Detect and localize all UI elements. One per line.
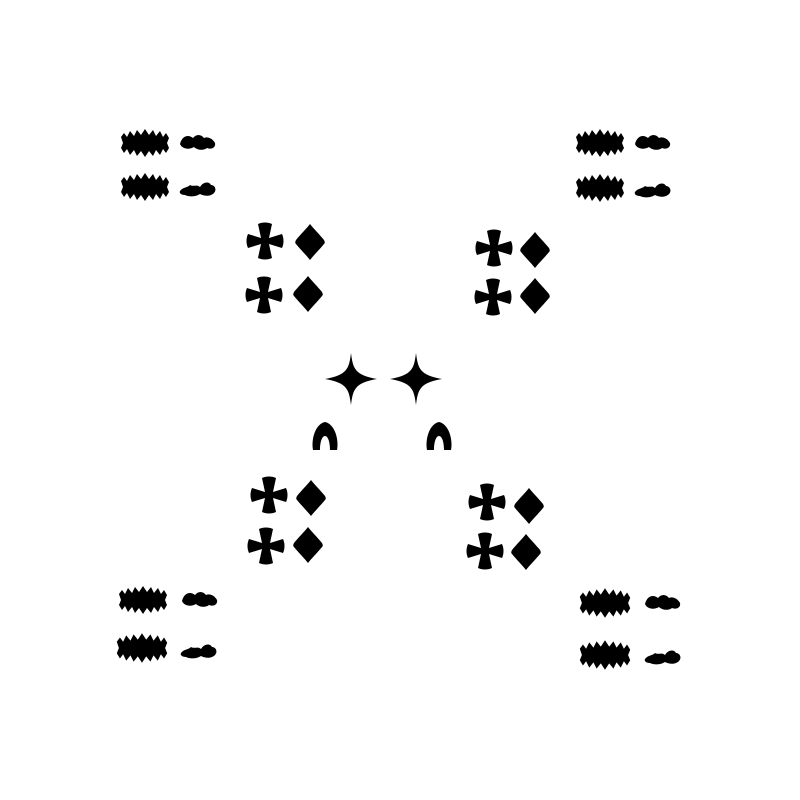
spiky-blob-icon <box>121 173 169 201</box>
wavy-blob-icon <box>634 183 671 198</box>
four-point-star-icon <box>325 353 377 405</box>
diamond-icon <box>520 232 550 268</box>
wavy-blob-icon <box>179 182 216 197</box>
spiky-blob-icon <box>579 640 631 670</box>
cross-flower-icon <box>468 483 506 521</box>
diamond-icon <box>296 480 326 516</box>
diamond-icon <box>511 534 541 570</box>
diamond-icon <box>520 278 550 314</box>
wavy-blob-icon <box>182 592 218 607</box>
spiky-blob-icon <box>579 588 631 618</box>
diamond-icon <box>514 488 544 524</box>
arch-icon <box>312 422 338 450</box>
wavy-blob-icon <box>644 650 681 665</box>
spiky-blob-icon <box>116 633 168 663</box>
wavy-blob-icon <box>180 644 217 659</box>
four-point-star-icon <box>390 353 442 405</box>
cross-flower-icon <box>246 222 284 260</box>
spiky-blob-icon <box>121 129 169 157</box>
cross-flower-icon <box>245 276 283 314</box>
spiky-blob-icon <box>576 129 624 157</box>
spiky-blob-icon <box>576 174 624 202</box>
cross-flower-icon <box>247 527 285 565</box>
cross-flower-icon <box>250 476 288 514</box>
cross-flower-icon <box>474 278 512 316</box>
diamond-icon <box>295 224 325 260</box>
cross-flower-icon <box>475 229 513 267</box>
arch-icon <box>426 422 452 450</box>
wavy-blob-icon <box>635 135 671 150</box>
cross-flower-icon <box>466 532 504 570</box>
diamond-icon <box>293 276 323 312</box>
wavy-blob-icon <box>645 595 681 610</box>
diamond-icon <box>293 527 323 563</box>
wavy-blob-icon <box>180 135 216 150</box>
spiky-blob-icon <box>119 586 167 614</box>
